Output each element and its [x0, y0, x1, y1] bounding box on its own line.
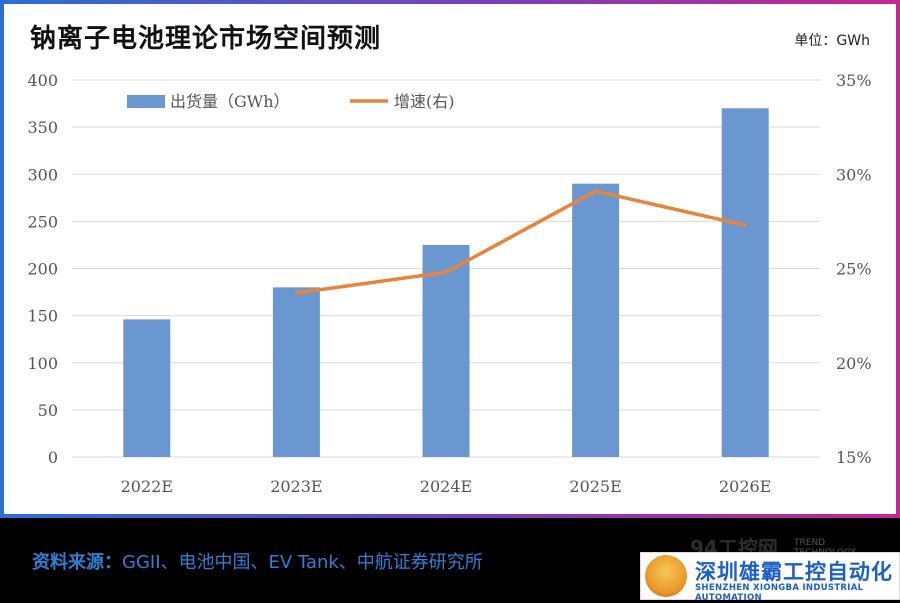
- y-right-tick-label: 30%: [836, 165, 872, 184]
- watermark-sub-1: TREND: [794, 538, 826, 548]
- bar: [572, 183, 620, 458]
- y-right-tick-label: 20%: [836, 354, 872, 373]
- company-logo: 深圳雄霸工控自动化 SHENZHEN XIONGBA INDUSTRIAL AU…: [640, 552, 900, 603]
- unit-label: 单位：GWh: [794, 33, 870, 49]
- y-left-tick-label: 250: [27, 212, 58, 231]
- y-left-tick-label: 150: [27, 307, 58, 326]
- legend-bar-swatch: [127, 95, 165, 108]
- bar: [123, 319, 171, 457]
- logo-en-text: SHENZHEN XIONGBA INDUSTRIAL AUTOMATION: [695, 583, 864, 603]
- x-tick-label: 2025E: [569, 477, 621, 496]
- legend-bar-label: 出货量（GWh）: [170, 92, 290, 111]
- source-label: 资料来源：: [32, 552, 122, 573]
- y-left-tick-label: 350: [27, 118, 58, 137]
- growth-point: [594, 189, 598, 193]
- x-tick-label: 2024E: [420, 477, 472, 496]
- logo-cn-text: 深圳雄霸工控自动化: [695, 560, 893, 584]
- y-left-tick-label: 200: [27, 260, 58, 279]
- source-text: GGII、电池中国、EV Tank、中航证券研究所: [122, 552, 483, 573]
- bar: [272, 287, 320, 457]
- growth-point: [294, 291, 298, 295]
- y-left-tick-label: 0: [48, 448, 58, 467]
- growth-point: [743, 223, 747, 227]
- y-left-tick-label: 50: [38, 401, 58, 420]
- mascot-icon: [645, 555, 687, 597]
- y-left-tick-label: 400: [27, 71, 58, 90]
- y-left-tick-label: 100: [27, 354, 58, 373]
- x-tick-label: 2026E: [719, 477, 771, 496]
- growth-line: [296, 189, 746, 295]
- y-left-tick-label: 300: [27, 165, 58, 184]
- footer: 资料来源：GGII、电池中国、EV Tank、中航证券研究所 94工控网 TRE…: [0, 518, 900, 603]
- y-right-tick-label: 35%: [836, 71, 872, 90]
- bar: [422, 244, 470, 457]
- y-right-tick-label: 15%: [836, 448, 872, 467]
- x-tick-label: 2023E: [270, 477, 322, 496]
- source-note: 资料来源：GGII、电池中国、EV Tank、中航证券研究所: [32, 548, 483, 574]
- x-tick-label: 2022E: [121, 477, 173, 496]
- chart-canvas: 0 50 100 150 200 250 300 350 400 15% 20% 25% 30% 35% 2…: [27, 71, 872, 496]
- legend-line-label: 增速(右): [394, 92, 455, 111]
- bar: [721, 108, 769, 458]
- chart-title: 钠离子电池理论市场空间预测: [30, 24, 382, 54]
- growth-point: [444, 270, 448, 274]
- y-right-tick-label: 25%: [836, 260, 872, 279]
